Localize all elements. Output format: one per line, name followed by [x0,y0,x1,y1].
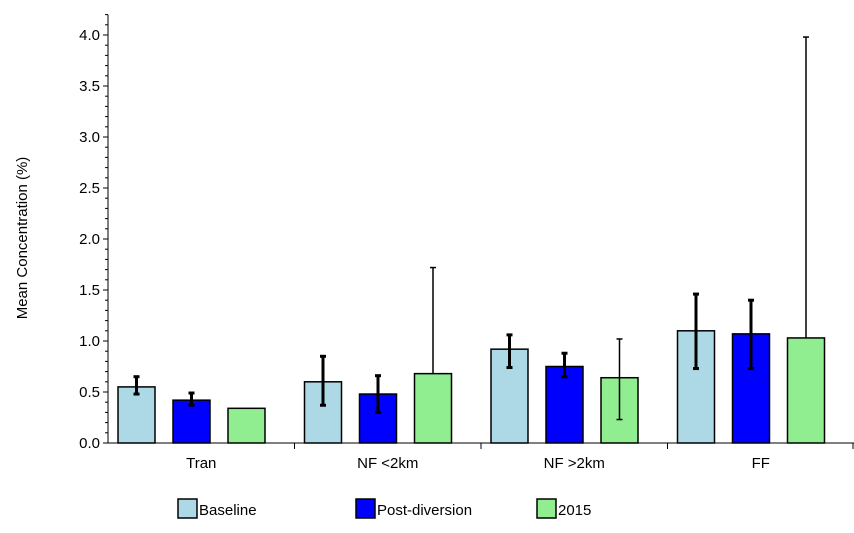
legend-label: Baseline [199,502,257,519]
x-tick-label: NF <2km [357,455,418,472]
bar-2015 [227,407,266,444]
legend: Baseline Post-diversion 2015 [177,498,591,519]
y-tick-label: 3.0 [79,129,100,146]
y-tick-label: 3.5 [79,78,100,95]
legend-label: Post-diversion [377,502,472,519]
bar-baseline [117,386,156,444]
legend-swatch [536,498,557,519]
bar-2015 [786,337,826,444]
y-tick-label: 1.5 [79,282,100,299]
x-tick-label: FF [752,455,770,472]
bar-post-diversion [545,365,584,444]
y-tick-label: 0.0 [79,435,100,452]
y-tick-label: 2.5 [79,180,100,197]
legend-swatch [355,498,376,519]
y-tick-label: 0.5 [79,384,100,401]
y-tick-label: 1.0 [79,333,100,350]
legend-swatch [177,498,198,519]
x-tick-label: NF >2km [544,455,605,472]
y-tick-label: 4.0 [79,27,100,44]
plot-area: 0.0 0.5 1.0 1.5 2.0 2.5 3.0 3.5 4.0 Tran NF <2km NF… [79,14,854,472]
y-tick-label: 2.0 [79,231,100,248]
y-axis-title: Mean Concentration (%) [14,157,31,320]
x-tick-label: Tran [186,455,216,472]
legend-label: 2015 [558,502,591,519]
bar-2015 [413,372,453,444]
bar-post-diversion [172,399,211,444]
